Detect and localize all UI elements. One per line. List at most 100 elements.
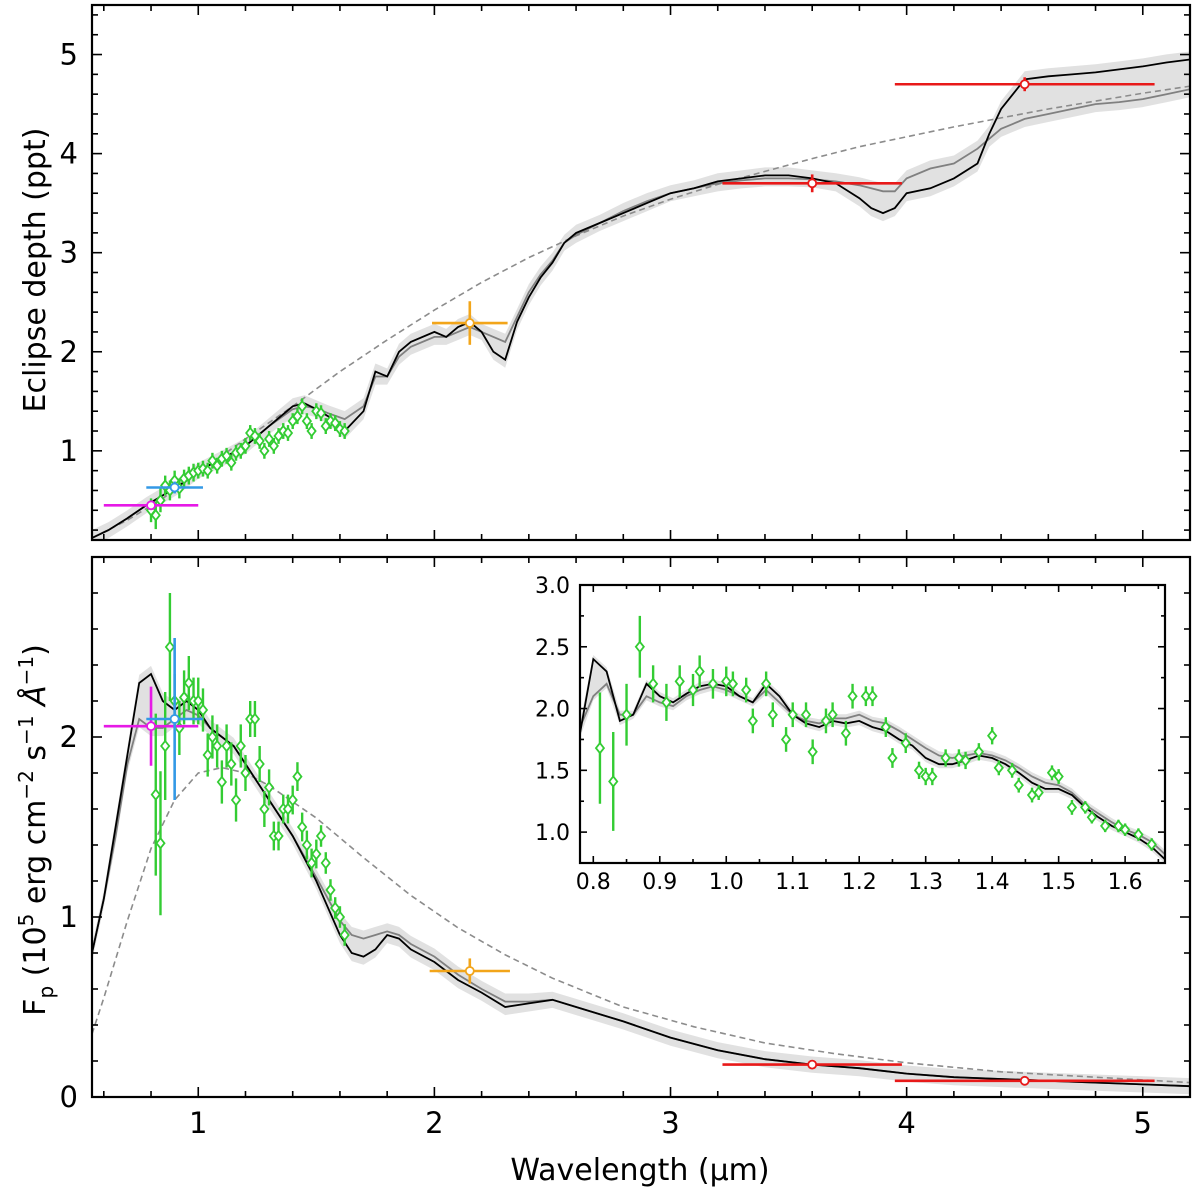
spectrum-point bbox=[178, 670, 190, 725]
blackbody-curve bbox=[92, 85, 1190, 539]
x-tick-label: 1.6 bbox=[1108, 870, 1143, 895]
x-tick-label: 1.5 bbox=[1041, 870, 1076, 895]
spectrum-point bbox=[268, 437, 279, 454]
x-tick-label: 3 bbox=[661, 1106, 679, 1140]
spectrum-point bbox=[727, 671, 739, 697]
spectrum-point bbox=[807, 739, 818, 765]
spectrum-point bbox=[339, 423, 350, 439]
spectrum-point bbox=[330, 897, 341, 919]
spectrum-point bbox=[860, 686, 872, 707]
spectrum-point bbox=[1080, 800, 1091, 814]
axes-frame bbox=[578, 583, 1167, 865]
spectrum-point bbox=[315, 825, 327, 847]
spectrum-point bbox=[221, 724, 232, 768]
spectrum-point bbox=[1053, 769, 1064, 784]
spectrum-point bbox=[301, 830, 313, 860]
magenta-point bbox=[103, 500, 199, 511]
spectrum-point bbox=[940, 749, 951, 767]
spectrum-point bbox=[694, 655, 705, 688]
spectrum-point bbox=[193, 677, 204, 725]
spectrum-point bbox=[1006, 762, 1018, 778]
red-point-3.6 bbox=[722, 174, 902, 193]
spectrum-point bbox=[608, 732, 619, 831]
spectrum-point bbox=[661, 683, 672, 721]
eclipse-depth-panel: 1 2 3 4 5 bbox=[60, 3, 1192, 542]
spectrum-point bbox=[787, 702, 798, 728]
spectrum-point bbox=[211, 724, 223, 768]
blue-point bbox=[146, 638, 203, 800]
spectrum-point bbox=[320, 852, 331, 874]
y-tick-label: 1.0 bbox=[535, 821, 570, 846]
spectrum-point bbox=[767, 702, 778, 728]
y-tick-label: 3.0 bbox=[535, 574, 570, 599]
spectrum-point bbox=[687, 673, 699, 707]
spectrum-point bbox=[297, 398, 308, 415]
magenta-point bbox=[103, 686, 199, 766]
spectrum-point bbox=[920, 767, 931, 786]
spectrum-point bbox=[150, 713, 161, 876]
spectrum-point bbox=[760, 671, 772, 697]
spectrum-point bbox=[827, 702, 838, 728]
spectrum-point bbox=[292, 408, 303, 425]
spectrum-point bbox=[1133, 828, 1144, 842]
spectrum-point bbox=[240, 755, 251, 791]
plot-area bbox=[580, 615, 1165, 863]
spectrum-point bbox=[282, 425, 294, 441]
x-tick-label: 0.8 bbox=[576, 870, 611, 895]
spectrum-point bbox=[674, 665, 685, 698]
spectrum-point bbox=[820, 708, 832, 734]
x-tick-label: 0.9 bbox=[642, 870, 677, 895]
spectrum-point bbox=[339, 924, 350, 946]
spectrum-point bbox=[960, 751, 971, 770]
spectrum-point bbox=[780, 727, 792, 752]
spectrum-point bbox=[292, 762, 303, 791]
flux-panel: 1 2 3 4 5 0 1 2 bbox=[60, 555, 1192, 1140]
plot-area bbox=[92, 593, 1190, 1095]
y-tick-label: 1.5 bbox=[535, 759, 570, 784]
spectrum-point bbox=[1086, 810, 1098, 824]
spectrum-point bbox=[1066, 799, 1078, 815]
spectrum-point bbox=[202, 462, 213, 479]
spectrum-point bbox=[306, 848, 317, 878]
spectrum-point bbox=[1013, 777, 1024, 793]
spectrum-point bbox=[226, 454, 237, 471]
x-tick-label: 1 bbox=[189, 1106, 207, 1140]
spectrum-point bbox=[273, 821, 284, 851]
spectrum-point bbox=[647, 665, 659, 703]
flux-inset-panel: 0.8 0.9 1.0 1.1 1.2 1.3 1.4 1.5 1.6 1.0 1.5 2.0 2.5 3… bbox=[535, 574, 1167, 895]
blue-point bbox=[146, 481, 203, 494]
spectrum-point bbox=[1033, 785, 1044, 800]
spectrum-point bbox=[287, 785, 298, 815]
y-tick-label: 0 bbox=[60, 1080, 78, 1114]
spectrum-point bbox=[887, 748, 898, 768]
y-tick-label: 2.5 bbox=[535, 636, 570, 661]
x-tick-label: 1.2 bbox=[842, 870, 877, 895]
spectrum-point bbox=[880, 717, 891, 737]
spectrum-point bbox=[155, 771, 166, 916]
spectrum-point bbox=[230, 778, 242, 822]
axes-frame bbox=[90, 555, 1192, 1099]
x-tick-label: 1.4 bbox=[975, 870, 1010, 895]
spectrum-point bbox=[747, 708, 758, 734]
spectrum-point bbox=[311, 839, 322, 869]
spectrum-point bbox=[282, 794, 294, 824]
spectrum-point bbox=[707, 669, 719, 699]
spectrum-point bbox=[634, 615, 645, 678]
x-axis-label: Wavelength (μm) bbox=[510, 1153, 769, 1188]
model-alternative-line bbox=[92, 88, 1190, 539]
spectrum-point bbox=[263, 769, 275, 806]
spectrum-point bbox=[1146, 838, 1157, 851]
spectrum-point bbox=[621, 683, 632, 746]
spectrum-point bbox=[263, 431, 275, 447]
spectrum-point bbox=[927, 767, 938, 786]
spectrum-point bbox=[800, 702, 812, 728]
spectrum-point bbox=[207, 715, 218, 759]
spectrum-point bbox=[216, 760, 228, 804]
y-tick-label: 5 bbox=[60, 38, 78, 72]
y-tick-label: 2 bbox=[60, 335, 78, 369]
spectrum-point bbox=[840, 720, 852, 746]
red-point-3.6 bbox=[722, 1059, 902, 1070]
spectrum-point bbox=[249, 701, 261, 737]
spectrum-point bbox=[306, 423, 317, 439]
spectrum-point bbox=[240, 437, 251, 454]
